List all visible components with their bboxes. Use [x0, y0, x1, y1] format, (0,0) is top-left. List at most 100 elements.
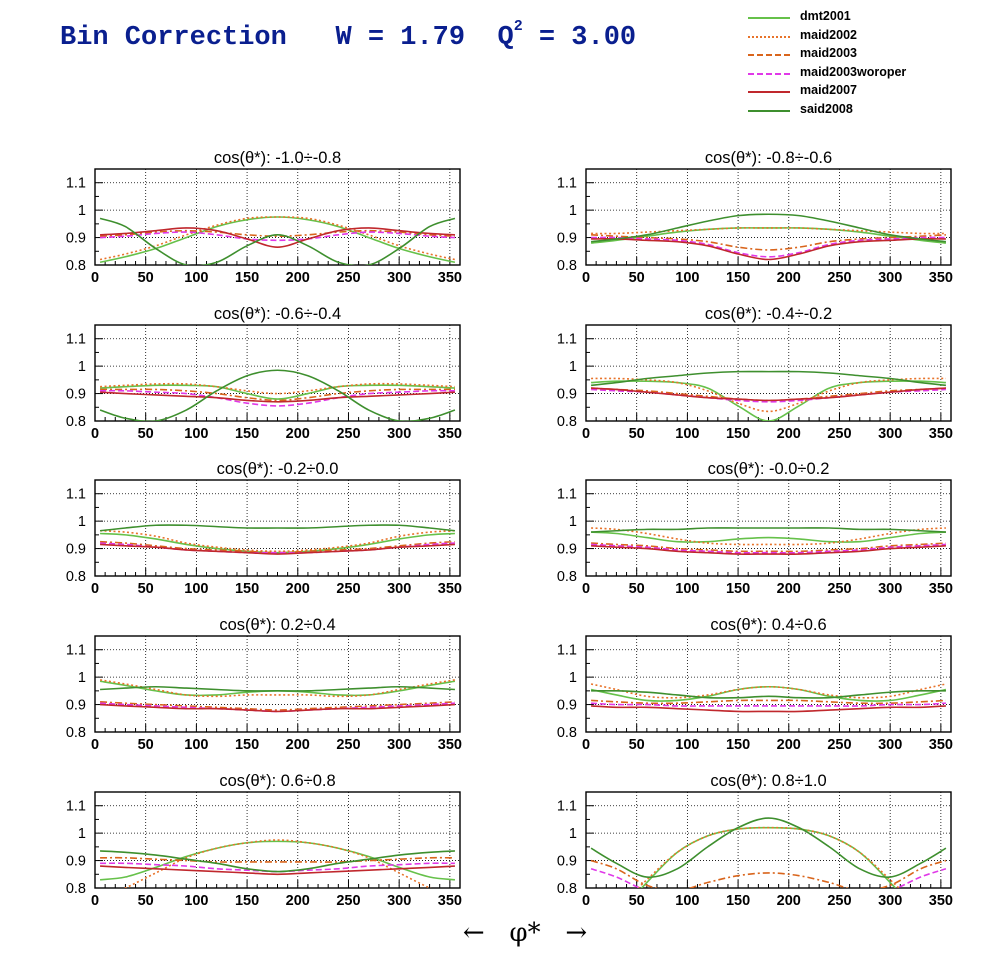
y-tick-label: 1 [569, 670, 577, 686]
series-group [100, 217, 455, 266]
x-tick-label: 150 [235, 893, 259, 909]
x-tick-label: 250 [827, 737, 851, 753]
panel-8: 0 50 100 150 200 250 300 3500.80.911.1cos(θ*): … [557, 616, 953, 753]
x-tick-label: 350 [929, 893, 953, 909]
series-line-dmt2001 [591, 532, 946, 542]
plot-frame [586, 325, 951, 421]
x-tick-label: 300 [387, 581, 411, 597]
y-tick-label: 0.9 [557, 542, 577, 558]
x-tick-label: 350 [929, 581, 953, 597]
panel-5: 0 50 100 150 200 250 300 350 0.8 0.9 1 1.1 cos(θ*): … [66, 460, 462, 597]
y-tick-label: 0.8 [557, 414, 577, 430]
y-tick-label: 1 [569, 826, 577, 842]
y-tick-label: 0.8 [66, 414, 86, 430]
x-tick-label: 200 [286, 737, 310, 753]
x-tick-label: 250 [336, 581, 360, 597]
x-tick-label: 250 [336, 893, 360, 909]
x-tick-label: 200 [286, 426, 310, 442]
x-tick-label: 150 [726, 270, 750, 286]
x-tick-label: 350 [438, 893, 462, 909]
series-line-dmt2001 [591, 687, 946, 701]
panel-4: 0 50 100 150 200 250 300 3500.80.911.1cos(θ*): … [557, 305, 953, 442]
x-tick-label: 100 [675, 581, 699, 597]
y-tick-label: 0.9 [557, 698, 577, 714]
x-tick-label: 150 [726, 581, 750, 597]
y-tick-label: 0.9 [557, 231, 577, 247]
y-tick-label: 0.8 [557, 725, 577, 741]
series-line-maid2003 [100, 858, 455, 862]
series-group [100, 680, 455, 712]
panel-title: cos(θ*): 0.2÷0.4 [219, 616, 335, 634]
x-tick-label: 250 [827, 893, 851, 909]
x-tick-label: 0 [582, 893, 590, 909]
x-tick-label: 300 [878, 581, 902, 597]
series-line-dmt2001 [100, 217, 455, 262]
x-tick-label: 300 [878, 893, 902, 909]
x-axis-label: ← φ* → [440, 918, 610, 948]
y-tick-label: 1.1 [66, 799, 86, 815]
x-tick-label: 0 [91, 270, 99, 286]
y-tick-label: 0.8 [66, 725, 86, 741]
x-tick-label: 350 [929, 270, 953, 286]
panel-2: 0 50 100 150 200 250 300 350 0.8 0.9 1 1.1 cos(θ*): … [557, 149, 953, 286]
series-line-maid2002 [100, 680, 455, 696]
y-tick-label: 1.1 [66, 643, 86, 659]
y-tick-label: 1.1 [557, 487, 577, 503]
x-tick-label: 50 [138, 893, 154, 909]
series-line-maid2003woroper [100, 543, 455, 553]
x-tick-label: 250 [827, 270, 851, 286]
x-tick-label: 100 [675, 737, 699, 753]
x-tick-label: 250 [336, 737, 360, 753]
x-tick-label: 200 [286, 270, 310, 286]
y-tick-label: 1 [78, 359, 86, 375]
plot-frame [586, 169, 951, 265]
series-line-said2008 [591, 528, 946, 532]
x-tick-label: 300 [878, 426, 902, 442]
x-tick-label: 350 [438, 737, 462, 753]
y-tick-label: 1 [78, 514, 86, 530]
panel-title: cos(θ*): 0.4÷0.6 [710, 616, 826, 634]
series-line-maid2003 [591, 388, 946, 400]
y-tick-label: 0.9 [66, 698, 86, 714]
panel-title: cos(θ*): -0.4÷-0.2 [705, 305, 832, 323]
x-tick-label: 100 [675, 270, 699, 286]
y-tick-label: 1 [569, 514, 577, 530]
series-group [591, 818, 946, 948]
panel-title: cos(θ*): -1.0÷-0.8 [214, 149, 341, 167]
y-tick-label: 1.1 [557, 643, 577, 659]
series-group [591, 214, 946, 259]
panel-title: cos(θ*): 0.6÷0.8 [219, 772, 335, 790]
x-tick-label: 50 [629, 737, 645, 753]
x-tick-label: 100 [184, 270, 208, 286]
x-tick-label: 350 [929, 426, 953, 442]
y-tick-label: 1.1 [66, 487, 86, 503]
panel-1: 0 50 100 150 200 250 300 350 0.8 0.9 1 1.1 cos(θ*): … [66, 149, 462, 286]
series-line-said2008 [591, 691, 946, 698]
y-tick-label: 0.8 [557, 881, 577, 897]
x-tick-label: 100 [184, 737, 208, 753]
panel-title: cos(θ*): -0.2÷0.0 [217, 460, 339, 478]
x-tick-label: 100 [184, 893, 208, 909]
x-tick-label: 0 [91, 581, 99, 597]
x-tick-label: 300 [387, 270, 411, 286]
x-tick-label: 300 [878, 270, 902, 286]
series-group [591, 528, 946, 554]
series-line-maid2002 [591, 378, 946, 411]
series-line-said2008 [100, 218, 455, 266]
series-group [591, 684, 946, 712]
x-tick-label: 50 [138, 581, 154, 597]
panel-3: 0 50 100 150 200 250 300 3500.80.911.1cos(θ*): … [66, 305, 462, 442]
panel-title: cos(θ*): -0.6÷-0.4 [214, 305, 341, 323]
y-tick-label: 1 [78, 203, 86, 219]
series-group [100, 370, 455, 421]
series-line-dmt2001 [100, 681, 455, 695]
panel-title: cos(θ*): -0.8÷-0.6 [705, 149, 832, 167]
x-tick-label: 300 [387, 426, 411, 442]
y-tick-label: 1 [78, 670, 86, 686]
x-tick-label: 50 [629, 893, 645, 909]
x-tick-label: 200 [286, 893, 310, 909]
y-tick-label: 1.1 [66, 176, 86, 192]
panel-title: cos(θ*): -0.0÷0.2 [708, 460, 830, 478]
series-group [100, 525, 455, 554]
